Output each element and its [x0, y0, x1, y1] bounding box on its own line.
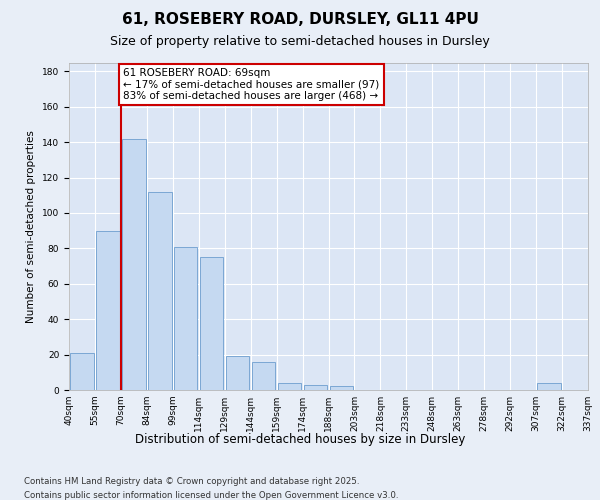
- Bar: [278, 383, 301, 390]
- Text: Distribution of semi-detached houses by size in Dursley: Distribution of semi-detached houses by …: [135, 432, 465, 446]
- Bar: [174, 246, 197, 390]
- Bar: [538, 383, 561, 390]
- Bar: [122, 138, 146, 390]
- Bar: [148, 192, 172, 390]
- Bar: [226, 356, 250, 390]
- Bar: [252, 362, 275, 390]
- Bar: [70, 353, 94, 390]
- Text: Size of property relative to semi-detached houses in Dursley: Size of property relative to semi-detach…: [110, 35, 490, 48]
- Text: 61, ROSEBERY ROAD, DURSLEY, GL11 4PU: 61, ROSEBERY ROAD, DURSLEY, GL11 4PU: [122, 12, 478, 28]
- Y-axis label: Number of semi-detached properties: Number of semi-detached properties: [26, 130, 37, 322]
- Bar: [304, 384, 327, 390]
- Bar: [200, 257, 223, 390]
- Text: Contains HM Land Registry data © Crown copyright and database right 2025.: Contains HM Land Registry data © Crown c…: [24, 478, 359, 486]
- Bar: [96, 230, 119, 390]
- Text: 61 ROSEBERY ROAD: 69sqm
← 17% of semi-detached houses are smaller (97)
83% of se: 61 ROSEBERY ROAD: 69sqm ← 17% of semi-de…: [124, 68, 380, 101]
- Text: Contains public sector information licensed under the Open Government Licence v3: Contains public sector information licen…: [24, 491, 398, 500]
- Bar: [330, 386, 353, 390]
